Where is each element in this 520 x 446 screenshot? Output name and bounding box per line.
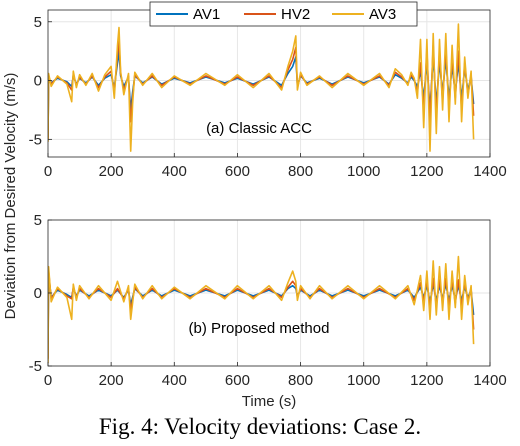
x-tick-label: 200: [99, 163, 124, 180]
legend: AV1 HV2 AV3: [149, 1, 418, 27]
y-tick-label: 0: [34, 73, 42, 90]
shared-y-axis-label: Deviation from Desired Velocity (m/s): [2, 73, 19, 320]
y-tick-label: -5: [29, 131, 42, 148]
x-tick-label: 1400: [473, 372, 506, 389]
x-tick-label: 1200: [410, 372, 443, 389]
legend-label-av1: AV1: [193, 6, 220, 23]
y-tick-label: -5: [29, 358, 42, 375]
legend-label-av3: AV3: [369, 6, 396, 23]
x-tick-label: 600: [225, 372, 250, 389]
legend-label-hv2: HV2: [281, 6, 310, 23]
panel-annotation: (b) Proposed method: [189, 320, 330, 337]
panel-b: 0 200 400 600 800 1000 1200 1400-505(b) Propose…: [29, 212, 507, 410]
x-tick-label: 200: [99, 372, 124, 389]
x-tick-label: 800: [288, 163, 313, 180]
series-line-av3: [48, 23, 475, 152]
figure-caption: Fig. 4: Velocity deviations: Case 2.: [98, 414, 422, 439]
x-tick-label: 1400: [473, 163, 506, 180]
y-tick-label: 5: [34, 212, 42, 229]
x-tick-label: 600: [225, 163, 250, 180]
y-tick-label: 5: [34, 14, 42, 31]
x-tick-label: 0: [44, 372, 52, 389]
x-tick-label: 1000: [347, 163, 380, 180]
x-tick-label: 800: [288, 372, 313, 389]
x-tick-label: 400: [162, 163, 187, 180]
panel-annotation: (a) Classic ACC: [206, 120, 312, 137]
x-tick-label: 1200: [410, 163, 443, 180]
panel-a: 0 200 400 600 800 1000 1200 1400-505(a) Classic…: [29, 9, 507, 180]
x-axis-label: Time (s): [242, 393, 296, 410]
x-tick-label: 400: [162, 372, 187, 389]
x-tick-label: 0: [44, 163, 52, 180]
legend-box: [149, 1, 418, 27]
y-tick-label: 0: [34, 285, 42, 302]
x-tick-label: 1000: [347, 372, 380, 389]
series-line-av3: [48, 255, 475, 364]
